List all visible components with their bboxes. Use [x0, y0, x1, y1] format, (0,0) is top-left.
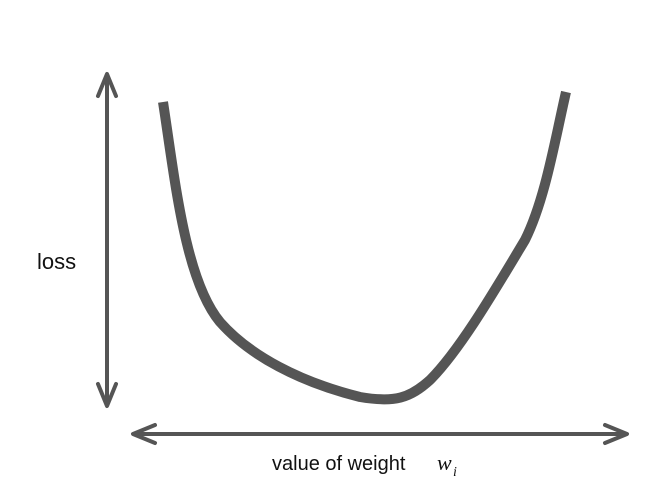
x-label: value of weight	[272, 453, 406, 475]
x-label-variable: w	[437, 450, 452, 475]
y-label: loss	[37, 249, 76, 274]
y-axis-arrow	[96, 72, 118, 408]
x-axis-arrow	[131, 423, 629, 445]
loss-curve	[158, 90, 571, 405]
x-label-subscript: i	[453, 465, 457, 480]
